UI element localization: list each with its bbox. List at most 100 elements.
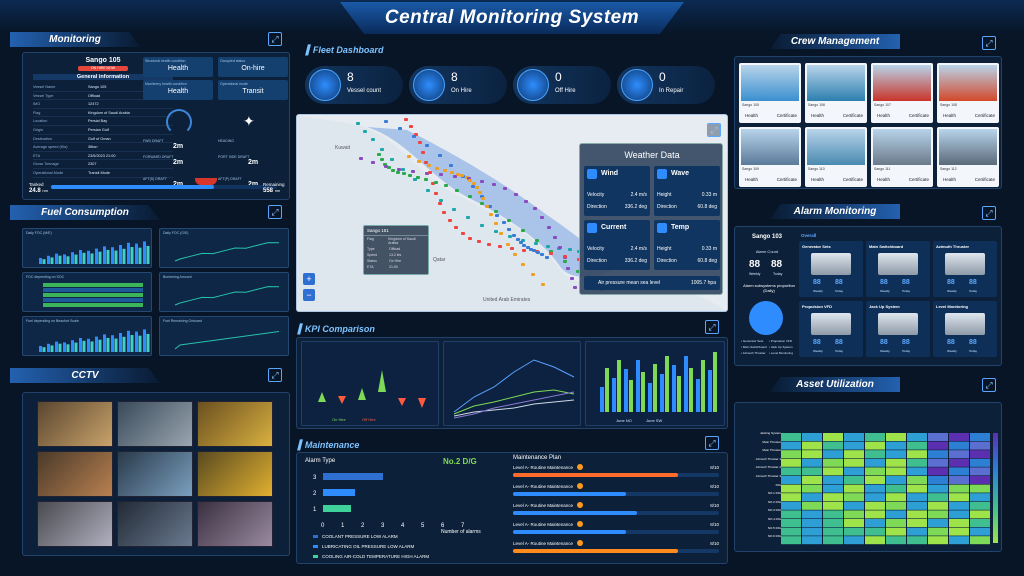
heat-cell xyxy=(928,450,948,459)
vessel-marker xyxy=(390,157,395,161)
monitoring-expand-icon[interactable]: ⤢ xyxy=(268,32,282,46)
crew-card[interactable]: Sango 109 Health Certificate xyxy=(739,127,801,187)
kpi-title: ▍KPI Comparison xyxy=(298,324,375,334)
cctv-feed[interactable] xyxy=(197,451,273,497)
heat-cell xyxy=(907,510,927,519)
heat-cell xyxy=(970,476,990,484)
maintenance-expand-icon[interactable]: ⤢ xyxy=(705,436,719,450)
kpi-bar-b xyxy=(713,352,717,412)
cctv-feed[interactable] xyxy=(197,401,273,447)
heat-cell xyxy=(886,476,906,484)
fuel-bar xyxy=(47,343,50,352)
crew-card[interactable]: Sango 111 Health Certificate xyxy=(871,127,933,187)
crew-card[interactable]: Sango 107 Health Certificate xyxy=(871,63,933,123)
vessel-marker xyxy=(521,239,526,243)
kpi-expand-icon[interactable]: ⤢ xyxy=(705,320,719,334)
vessel-marker xyxy=(495,213,500,217)
vessel-marker xyxy=(452,207,457,211)
crew-card[interactable]: Sango 108 Health Certificate xyxy=(937,63,999,123)
vessel-marker xyxy=(424,144,429,148)
vessel-marker xyxy=(477,240,482,244)
fuel-chart-title: Fuel depending on Beaufort Scale xyxy=(26,319,79,323)
zoom-in-button[interactable]: + xyxy=(303,273,315,285)
asset-expand-icon[interactable]: ⤢ xyxy=(982,378,996,392)
voyage-progress-track xyxy=(51,185,277,189)
heat-cell xyxy=(886,493,906,502)
kpi-line xyxy=(453,399,575,417)
heat-cell xyxy=(781,484,801,493)
weather-row-label: Direction xyxy=(657,204,677,210)
fuel-chart-card: Daily FOC (G/E) xyxy=(159,228,289,268)
fuel-bar xyxy=(95,336,98,352)
alarm-list-text: COOLANT PRESSURE LOW ALARM xyxy=(322,533,398,539)
asset-row-label: NO.2 D/G xyxy=(767,499,781,504)
cctv-feed[interactable] xyxy=(197,501,273,547)
info-row: Origin Persian Gulf xyxy=(33,126,173,135)
crew-card[interactable]: Sango 106 Health Certificate xyxy=(805,63,867,123)
fuel-bar xyxy=(79,250,82,264)
crew-card[interactable]: Sango 110 Health Certificate xyxy=(805,127,867,187)
vessel-marker xyxy=(567,248,572,252)
fleet-stat-label: Vessel count xyxy=(347,88,382,94)
cctv-feed[interactable] xyxy=(37,501,113,547)
kpi-bar-b xyxy=(653,364,657,412)
plan-track xyxy=(513,492,719,496)
cctv-feed[interactable] xyxy=(117,451,193,497)
kpi-bar-b xyxy=(629,380,633,412)
heat-cell xyxy=(844,476,864,484)
kpi-bar-b xyxy=(617,360,621,412)
cctv-expand-icon[interactable]: ⤢ xyxy=(268,368,282,382)
alarm-list-marker xyxy=(313,544,318,548)
crew-panel: Sango 105 Health Certificate Sango 106 Healt… xyxy=(734,56,1002,189)
crew-card[interactable]: Sango 112 Health Certificate xyxy=(937,127,999,187)
remaining-label: Remaining xyxy=(263,182,285,187)
map-panel[interactable]: Kuwait Qatar United Arab Emirates Sango … xyxy=(296,114,728,312)
alarm-systems: Generator Sets 88 88 Weekly Today Main Switch… xyxy=(799,241,999,363)
cctv-feed[interactable] xyxy=(117,401,193,447)
vessel-marker xyxy=(540,216,545,220)
crew-card[interactable]: Sango 105 Health Certificate xyxy=(739,63,801,123)
maintenance-plans: Level A- Routine Maintenance 8/10 Level A-… xyxy=(513,463,719,563)
vessel-marker xyxy=(435,167,440,171)
vessel-marker xyxy=(408,173,413,177)
cctv-feed[interactable] xyxy=(37,401,113,447)
heat-cell xyxy=(970,519,990,527)
weather-row-value: 0.33 m xyxy=(701,192,717,198)
fuel-bar xyxy=(103,334,106,352)
alarm-system-weekly: 88 xyxy=(880,279,888,286)
maintenance-plan-row: Level A- Routine Maintenance 8/10 xyxy=(513,482,719,499)
voyage-progress-fill xyxy=(51,185,214,189)
heat-cell xyxy=(865,493,885,502)
heat-cell xyxy=(970,458,990,467)
alarm-expand-icon[interactable]: ⤢ xyxy=(982,206,996,220)
heat-cell xyxy=(802,467,822,476)
plan-track xyxy=(513,549,719,553)
draft-label: HEADING xyxy=(218,139,234,143)
crew-expand-icon[interactable]: ⤢ xyxy=(982,36,996,50)
fleet-dashboard-title: ▍Fleet Dashboard xyxy=(306,45,384,55)
heat-cell xyxy=(907,441,927,450)
vessel-popup[interactable]: Sango 151 Flag Kingdom of Saudi Arabia Type… xyxy=(363,225,429,275)
asset-heatmap xyxy=(781,433,990,545)
fuel-bar xyxy=(55,341,58,352)
heat-cell xyxy=(823,458,843,467)
fuel-bar-2 xyxy=(122,336,126,352)
draft-label: FORWARD DRAFT xyxy=(143,155,174,159)
status-tile: Occupied status On-hire xyxy=(218,57,288,77)
compass-icon: ✦ xyxy=(243,113,255,129)
heat-cell xyxy=(844,527,864,536)
zoom-out-button[interactable]: − xyxy=(303,289,315,301)
alarm-legend-item: • Jack Up System xyxy=(769,345,793,349)
cctv-feed[interactable] xyxy=(117,501,193,547)
alarm-system-image xyxy=(945,313,985,335)
alarm-system-image xyxy=(811,313,851,335)
vessel-marker xyxy=(444,184,449,188)
info-value: Offload xyxy=(88,93,101,98)
fuel-expand-icon[interactable]: ⤢ xyxy=(268,205,282,219)
map-expand-icon[interactable]: ⤢ xyxy=(707,123,721,137)
alarm-weekly-value: 88 xyxy=(749,259,761,270)
vessel-marker xyxy=(468,178,473,182)
plan-fill xyxy=(513,511,637,515)
cctv-feed[interactable] xyxy=(37,451,113,497)
